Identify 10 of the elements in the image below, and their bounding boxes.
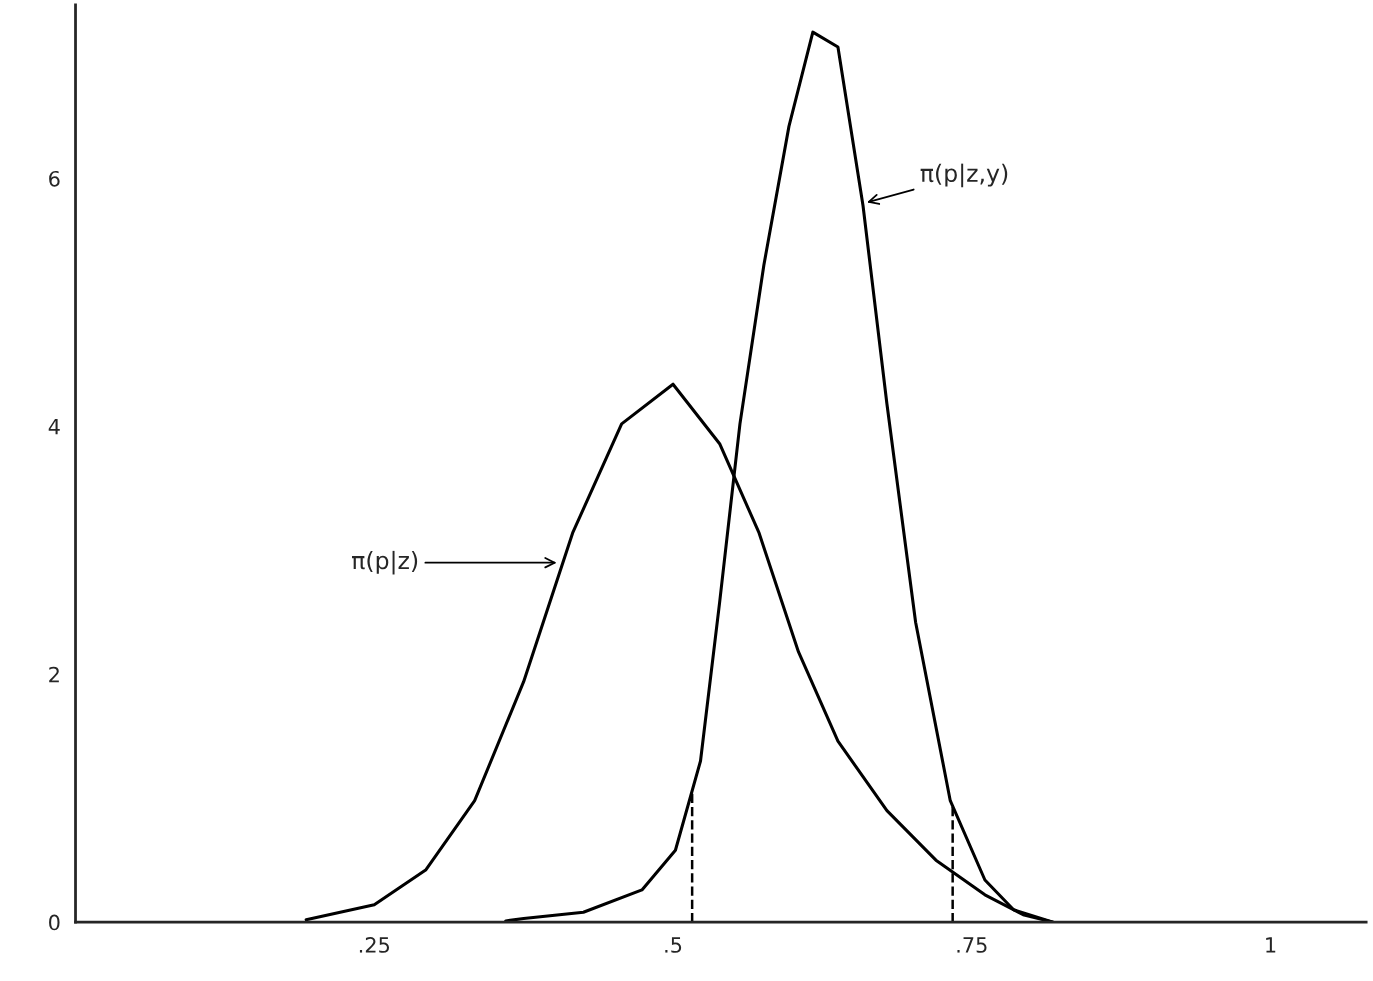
x-tick-label: .75 (957, 937, 987, 953)
x-tick-label: .5 (665, 937, 682, 953)
annotation: π(p|z,y) (920, 163, 1008, 188)
y-tick-label: 2 (49, 666, 59, 683)
x-tick-label: 1 (1266, 937, 1276, 953)
y-tick-label: 0 (49, 914, 60, 931)
y-tick-label: 4 (48, 419, 60, 435)
y-tick-label: 6 (49, 170, 60, 187)
annotation: π(p|z) (352, 550, 418, 575)
x-tick-label: .25 (359, 937, 390, 953)
